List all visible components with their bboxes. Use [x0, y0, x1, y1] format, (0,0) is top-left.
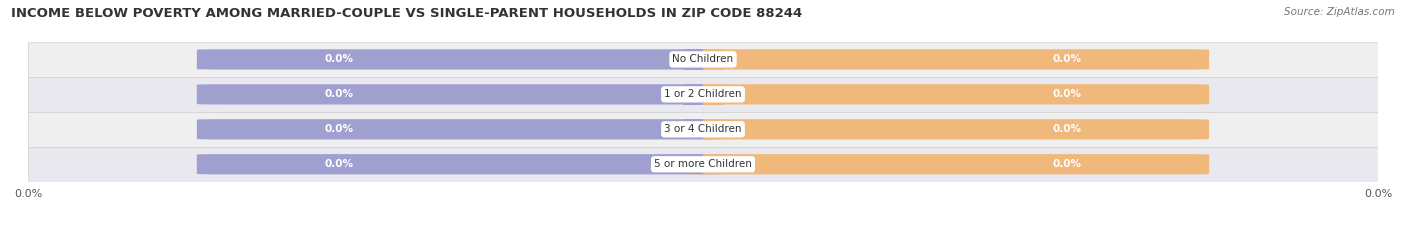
FancyBboxPatch shape: [197, 119, 723, 139]
FancyBboxPatch shape: [197, 154, 723, 174]
Text: 3 or 4 Children: 3 or 4 Children: [664, 124, 742, 134]
FancyBboxPatch shape: [197, 84, 723, 104]
Bar: [703, 84, 723, 104]
Text: 0.0%: 0.0%: [323, 89, 353, 99]
Text: Source: ZipAtlas.com: Source: ZipAtlas.com: [1284, 7, 1395, 17]
Text: 5 or more Children: 5 or more Children: [654, 159, 752, 169]
FancyBboxPatch shape: [28, 77, 1378, 112]
Text: 0.0%: 0.0%: [1053, 55, 1083, 64]
Bar: [703, 49, 723, 69]
Bar: [683, 154, 723, 174]
FancyBboxPatch shape: [28, 147, 1378, 182]
FancyBboxPatch shape: [683, 84, 1209, 104]
Bar: [703, 119, 723, 139]
Text: 0.0%: 0.0%: [1053, 124, 1083, 134]
Bar: [703, 154, 723, 174]
FancyBboxPatch shape: [28, 112, 1378, 147]
Text: 0.0%: 0.0%: [1053, 159, 1083, 169]
Text: 0.0%: 0.0%: [323, 159, 353, 169]
Bar: [683, 84, 723, 104]
Bar: [683, 119, 723, 139]
Text: 0.0%: 0.0%: [323, 55, 353, 64]
FancyBboxPatch shape: [28, 42, 1378, 77]
Text: 1 or 2 Children: 1 or 2 Children: [664, 89, 742, 99]
Text: 0.0%: 0.0%: [1053, 89, 1083, 99]
FancyBboxPatch shape: [197, 49, 723, 69]
FancyBboxPatch shape: [683, 49, 1209, 69]
FancyBboxPatch shape: [683, 119, 1209, 139]
FancyBboxPatch shape: [683, 154, 1209, 174]
Text: INCOME BELOW POVERTY AMONG MARRIED-COUPLE VS SINGLE-PARENT HOUSEHOLDS IN ZIP COD: INCOME BELOW POVERTY AMONG MARRIED-COUPL…: [11, 7, 803, 20]
Text: No Children: No Children: [672, 55, 734, 64]
Text: 0.0%: 0.0%: [323, 124, 353, 134]
Bar: [683, 49, 723, 69]
